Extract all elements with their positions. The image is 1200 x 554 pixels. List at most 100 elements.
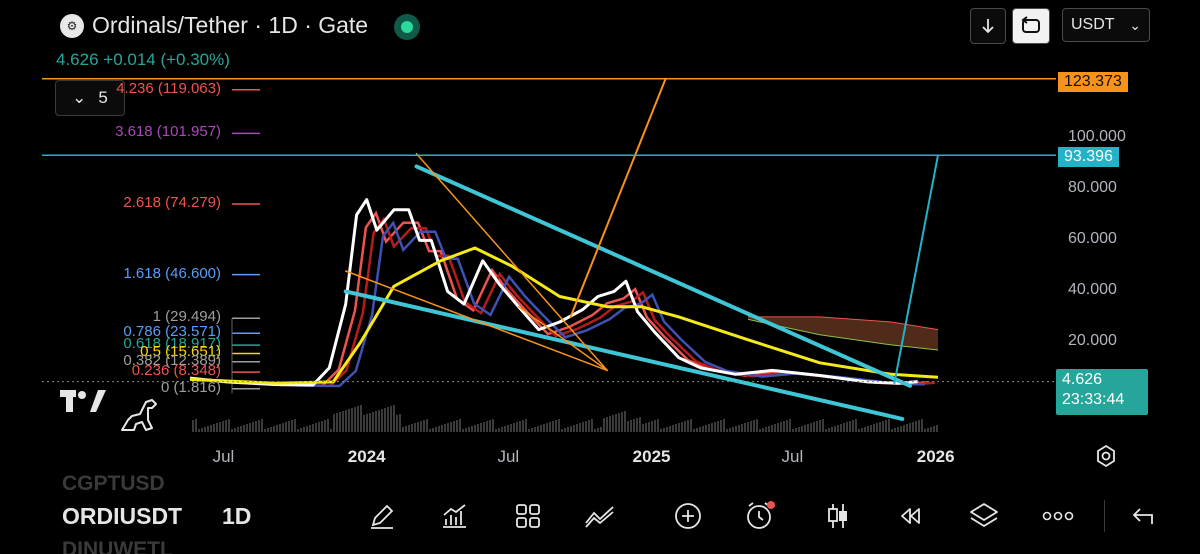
volume-bar bbox=[774, 424, 776, 432]
volume-bar bbox=[531, 428, 533, 432]
volume-bar bbox=[252, 422, 254, 432]
volume-bar bbox=[369, 413, 371, 432]
volume-bar bbox=[864, 427, 866, 432]
price-series bbox=[189, 198, 939, 387]
volume-bar bbox=[591, 419, 593, 432]
volume-bar bbox=[594, 429, 596, 432]
indicators-icon[interactable] bbox=[436, 498, 472, 534]
orange-target-line[interactable] bbox=[569, 77, 667, 318]
download-arrow-button[interactable] bbox=[970, 8, 1006, 44]
volume-bar bbox=[510, 424, 512, 432]
volume-bar bbox=[261, 419, 263, 432]
volume-bar bbox=[258, 420, 260, 432]
cyan-target-line[interactable] bbox=[893, 154, 939, 385]
fib-label: 0.786 (23.571) bbox=[123, 323, 221, 341]
volume-bar bbox=[639, 417, 641, 432]
layers-icon[interactable] bbox=[966, 498, 1002, 534]
volume-bar bbox=[216, 423, 218, 432]
fib-label: 2.618 (74.279) bbox=[123, 193, 221, 211]
switch-icon bbox=[1021, 16, 1040, 33]
chart-mode-toggle[interactable] bbox=[1012, 8, 1050, 44]
volume-bar bbox=[729, 428, 731, 432]
timeframe-selector[interactable]: 1D bbox=[222, 503, 252, 529]
volume-bar bbox=[528, 429, 530, 432]
add-icon[interactable] bbox=[670, 498, 706, 534]
volume-bar bbox=[345, 410, 347, 432]
wedge-lower-trendline[interactable] bbox=[343, 289, 905, 421]
symbol-selector[interactable]: ORDIUSDT bbox=[62, 503, 183, 529]
candles-icon[interactable] bbox=[820, 498, 856, 534]
compare-icon[interactable] bbox=[582, 498, 618, 534]
volume-bar bbox=[921, 419, 923, 432]
volume-bar bbox=[270, 427, 272, 432]
orange-trendline-b[interactable] bbox=[344, 270, 608, 372]
volume-bar bbox=[480, 423, 482, 432]
volume-bar bbox=[498, 428, 500, 432]
volume-bar bbox=[438, 426, 440, 432]
volume-bar bbox=[456, 420, 458, 432]
volume-bar bbox=[399, 414, 401, 432]
chevron-down-icon: ⌄ bbox=[72, 88, 87, 107]
volume-bar bbox=[690, 419, 692, 432]
volume-bar bbox=[483, 422, 485, 432]
symbol-below[interactable]: DINUWETL bbox=[62, 538, 173, 554]
ordinals-logo-icon: ⚙ bbox=[60, 14, 84, 38]
symbol-title[interactable]: Ordinals/Tether · 1D · Gate bbox=[92, 12, 369, 38]
x-tick-label: Jul bbox=[212, 447, 235, 466]
volume-bar bbox=[882, 421, 884, 432]
back-arrow-icon[interactable] bbox=[1126, 498, 1162, 534]
volume-bar bbox=[642, 424, 644, 432]
volume-bar bbox=[762, 428, 764, 432]
volume-bar bbox=[696, 428, 698, 432]
orange-trendline-c[interactable] bbox=[517, 305, 608, 372]
volume-bar bbox=[549, 422, 551, 432]
currency-select[interactable]: USDT ⌄ bbox=[1062, 8, 1150, 42]
volume-bar bbox=[822, 419, 824, 432]
symbol-above[interactable]: CGPTUSD bbox=[62, 472, 165, 495]
volume-bar bbox=[225, 420, 227, 432]
volume-bar bbox=[837, 425, 839, 432]
volume-bar bbox=[276, 425, 278, 432]
volume-bar bbox=[651, 421, 653, 432]
volume-bar bbox=[852, 420, 854, 432]
draw-pen-icon[interactable] bbox=[364, 498, 400, 534]
volume-bar bbox=[507, 425, 509, 432]
collapse-indicators-button[interactable]: ⌄ 5 bbox=[55, 80, 125, 116]
price-line bbox=[189, 198, 918, 387]
replay-icon[interactable] bbox=[892, 498, 928, 534]
dino-icon[interactable] bbox=[118, 394, 162, 439]
chart-settings-icon[interactable] bbox=[1094, 444, 1118, 473]
more-icon[interactable] bbox=[1040, 498, 1076, 534]
price-change-readout: 4.626 +0.014 (+0.30%) bbox=[56, 50, 230, 69]
volume-bar bbox=[873, 424, 875, 432]
volume-bar bbox=[441, 425, 443, 432]
market-status-icon[interactable] bbox=[394, 14, 420, 40]
volume-bar bbox=[606, 417, 608, 432]
volume-bar bbox=[900, 426, 902, 432]
volume-bar bbox=[471, 426, 473, 432]
volume-bar bbox=[408, 425, 410, 432]
volume-bar bbox=[321, 421, 323, 432]
orange-trendline-a[interactable] bbox=[415, 152, 608, 372]
volume-bar bbox=[630, 420, 632, 432]
volume-bar bbox=[711, 423, 713, 432]
volume-bar bbox=[240, 426, 242, 432]
volume-bar bbox=[486, 421, 488, 432]
alert-clock-icon[interactable] bbox=[742, 498, 778, 534]
volume-bar bbox=[342, 411, 344, 432]
volume-bar bbox=[624, 411, 626, 432]
volume-bar bbox=[414, 423, 416, 432]
volume-bar bbox=[684, 421, 686, 432]
volume-bar bbox=[384, 408, 386, 432]
volume-bar bbox=[555, 420, 557, 432]
volume-bar bbox=[600, 427, 602, 432]
volume-bar bbox=[393, 405, 395, 432]
wedge-upper-trendline[interactable] bbox=[414, 164, 912, 388]
layout-grid-icon[interactable] bbox=[510, 498, 546, 534]
volume-bar bbox=[330, 429, 332, 432]
volume-bar bbox=[210, 425, 212, 432]
volume-bar bbox=[609, 416, 611, 432]
volume-bar bbox=[801, 426, 803, 432]
x-tick-label: Jul bbox=[497, 447, 520, 466]
